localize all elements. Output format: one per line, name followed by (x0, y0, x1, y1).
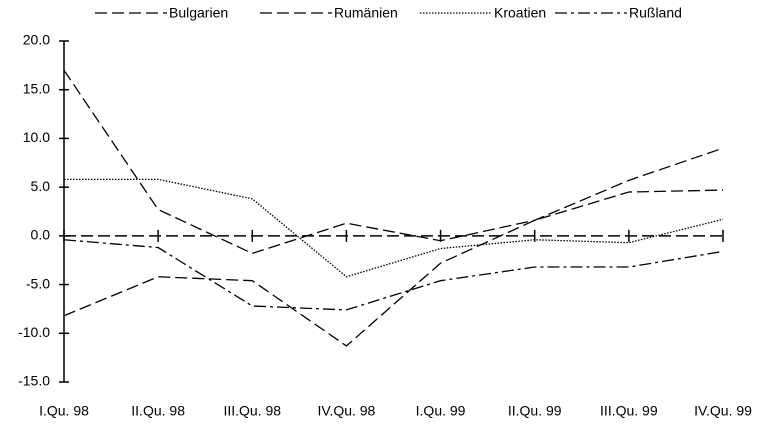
x-tick-label: I.Qu. 98 (39, 403, 89, 419)
series-line (63, 69, 724, 255)
x-tick-label: I.Qu. 99 (416, 403, 466, 419)
y-tick-label: -15.0 (18, 373, 50, 389)
series-line (63, 239, 724, 311)
x-tick-label: II.Qu. 99 (508, 403, 562, 419)
y-tick-label: 10.0 (23, 129, 50, 145)
series-line (63, 189, 724, 347)
legend-label: Rußland (629, 5, 682, 21)
legend-label: Kroatien (494, 5, 546, 21)
y-tick-label: 20.0 (23, 32, 50, 48)
x-tick-label: IV.Qu. 98 (317, 403, 375, 419)
x-tick-label: III.Qu. 99 (600, 403, 658, 419)
y-tick-label: 5.0 (31, 178, 51, 194)
x-tick-label: III.Qu. 98 (223, 403, 281, 419)
legend-label: Rumänien (334, 5, 398, 21)
y-tick-label: -5.0 (26, 275, 50, 291)
legend-label: Bulgarien (169, 5, 228, 21)
x-tick-label: IV.Qu. 99 (694, 403, 752, 419)
y-tick-label: 0.0 (31, 227, 51, 243)
y-tick-label: -10.0 (18, 324, 50, 340)
x-tick-label: II.Qu. 98 (131, 403, 185, 419)
y-tick-label: 15.0 (23, 80, 50, 96)
